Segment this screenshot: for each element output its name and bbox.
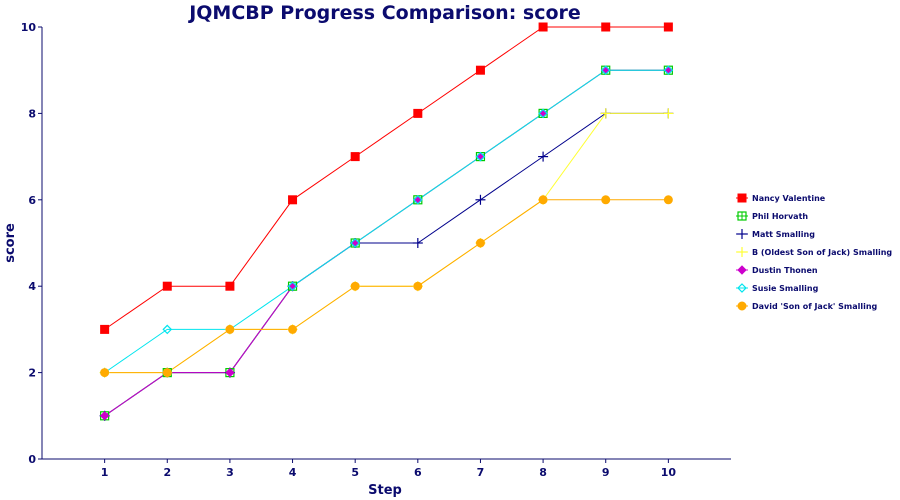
y-tick-label: 0 — [28, 453, 36, 466]
data-point — [413, 195, 423, 205]
data-point — [601, 22, 611, 32]
series-line — [104, 112, 669, 417]
legend-label: B (Oldest Son of Jack) Smalling — [752, 248, 892, 257]
x-axis-title: Step — [368, 483, 402, 498]
data-point — [475, 194, 486, 205]
series-line — [104, 69, 669, 374]
data-point — [350, 238, 361, 248]
data-point — [162, 368, 172, 378]
data-point — [601, 195, 611, 205]
legend-label: Susie Smalling — [752, 284, 819, 293]
x-tick-label: 6 — [414, 466, 422, 479]
data-point — [663, 195, 673, 205]
data-point — [99, 411, 110, 421]
data-point — [600, 65, 611, 76]
y-tick-label: 8 — [28, 107, 36, 120]
legend-marker — [737, 265, 747, 275]
series-line — [104, 199, 669, 374]
x-tick-label: 7 — [477, 466, 485, 479]
y-tick-label: 10 — [21, 21, 37, 34]
x-tick-label: 2 — [163, 466, 171, 479]
data-point — [100, 324, 110, 334]
legend-marker — [737, 229, 747, 239]
data-point — [413, 108, 423, 118]
data-point — [538, 22, 548, 32]
x-tick-label: 10 — [661, 466, 677, 479]
data-point — [162, 281, 172, 291]
data-point — [225, 324, 235, 334]
data-point — [288, 324, 298, 334]
y-tick-label: 2 — [28, 367, 36, 380]
data-point — [413, 281, 423, 291]
legend-label: Matt Smalling — [752, 230, 815, 239]
data-point — [475, 151, 486, 162]
data-point — [225, 367, 235, 378]
x-tick-label: 9 — [602, 466, 610, 479]
legend-label: Nancy Valentine — [752, 194, 826, 203]
legend-label: Phil Horvath — [752, 212, 808, 221]
data-point — [663, 108, 674, 119]
data-point — [475, 151, 486, 162]
x-tick-label: 5 — [351, 466, 359, 479]
legend-marker — [737, 283, 747, 293]
data-point — [162, 324, 173, 335]
y-axis-title: score — [3, 223, 18, 263]
x-tick-label: 8 — [539, 466, 547, 479]
legend-marker — [737, 247, 747, 257]
data-point — [601, 65, 611, 75]
legend: Nancy Valentine Phil Horvath Matt Smalling… — [736, 193, 892, 311]
legend-marker — [737, 193, 747, 203]
data-point — [600, 108, 611, 119]
data-point — [538, 108, 548, 119]
data-point — [663, 65, 674, 75]
data-point — [663, 22, 673, 32]
legend-marker — [737, 211, 747, 221]
legend-label: Dustin Thonen — [752, 266, 818, 275]
legend-marker — [737, 301, 747, 311]
data-point — [538, 195, 548, 205]
x-tick-label: 3 — [226, 466, 234, 479]
data-point — [350, 281, 360, 291]
data-point — [538, 151, 549, 162]
data-point — [350, 152, 360, 162]
series-line — [104, 26, 669, 330]
data-point — [350, 238, 360, 248]
data-point — [287, 281, 298, 291]
y-tick-label: 6 — [28, 194, 36, 207]
data-point — [225, 281, 235, 291]
data-point — [475, 65, 485, 75]
data-point — [100, 368, 110, 378]
data-point — [475, 238, 485, 248]
data-point — [287, 281, 298, 292]
x-tick-label: 1 — [101, 466, 109, 479]
data-point — [288, 195, 298, 205]
data-point — [412, 194, 423, 205]
legend-label: David 'Son of Jack' Smalling — [752, 302, 878, 311]
data-point — [412, 238, 423, 248]
data-point — [538, 108, 548, 119]
data-point — [663, 65, 674, 76]
x-tick-label: 4 — [289, 466, 297, 479]
y-tick-label: 4 — [28, 280, 36, 293]
chart-title: JQMCBP Progress Comparison: score — [187, 2, 581, 24]
